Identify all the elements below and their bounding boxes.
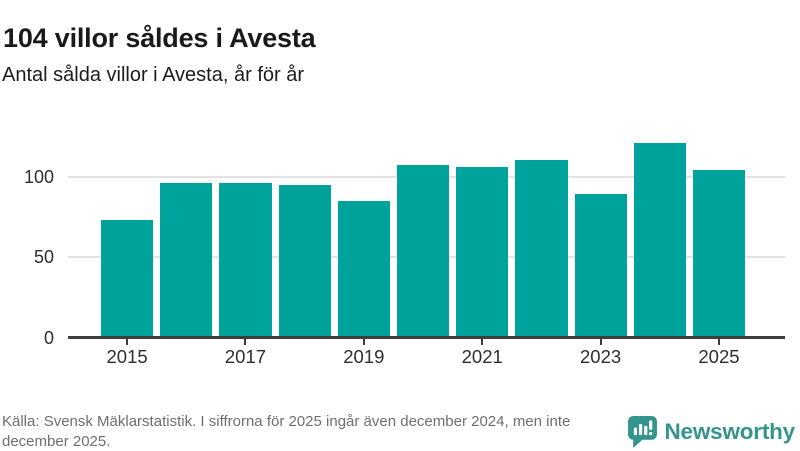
x-tick-label-2023: 2023 — [580, 346, 622, 367]
bar-2017 — [219, 182, 272, 338]
x-tick-2019 — [362, 339, 365, 345]
logo-exclamation-dot — [649, 432, 653, 436]
bar-slot-2025 — [692, 141, 746, 338]
bar-slot-2018 — [278, 141, 331, 338]
bar-slot-2023 — [574, 141, 627, 338]
bar-2019 — [337, 200, 390, 338]
bar-slot-2020 — [396, 141, 450, 338]
x-tick-label-2025: 2025 — [698, 346, 740, 367]
bar-slot-2019 — [337, 141, 390, 338]
x-slot-2017: 2017 — [219, 339, 271, 371]
bar-2016 — [160, 182, 213, 338]
bar-slot-2021 — [456, 141, 509, 338]
newsworthy-wordmark: Newsworthy — [664, 419, 795, 444]
x-tick-label-2017: 2017 — [224, 346, 267, 367]
plot-area — [68, 141, 785, 338]
newsworthy-logo: Newsworthy — [628, 416, 795, 448]
y-tick-label-0: 0 — [43, 328, 54, 348]
bar-slot-2016 — [160, 141, 213, 338]
bar-slot-2022 — [515, 141, 568, 338]
bar-2024 — [633, 142, 686, 338]
bar-2015 — [101, 220, 154, 338]
bar-slot-2015 — [101, 141, 154, 338]
x-slot-2015: 2015 — [101, 339, 153, 371]
logo-bar-short — [634, 427, 638, 436]
logo-bar-tall — [639, 423, 643, 436]
x-slot-2019: 2019 — [338, 339, 390, 371]
x-axis: 2015 2017 2019 2021 2023 2025 — [101, 339, 745, 371]
x-slot-2016 — [160, 339, 212, 371]
x-tick-2015 — [126, 339, 129, 345]
x-tick-2017 — [244, 339, 247, 345]
source-note: Källa: Svensk Mäklarstatistik. I siffror… — [2, 413, 571, 450]
chart-subtitle: Antal sålda villor i Avesta, år för år — [2, 64, 304, 86]
bars-container — [101, 141, 746, 338]
x-axis-line — [68, 336, 785, 339]
newsworthy-logo-icon — [628, 416, 658, 448]
x-tick-label-2015: 2015 — [106, 346, 148, 367]
bar-2020 — [396, 165, 450, 338]
logo-bar-mid — [644, 425, 648, 436]
bar-slot-2024 — [633, 141, 686, 338]
x-slot-2018 — [279, 339, 331, 371]
x-tick-label-2019: 2019 — [343, 346, 385, 367]
bar-2025 — [692, 170, 746, 338]
x-slot-2024 — [634, 339, 686, 371]
x-tick-2025 — [717, 339, 720, 345]
y-tick-label-50: 50 — [33, 247, 54, 268]
bar-2021 — [456, 166, 509, 338]
y-tick-label-100: 100 — [23, 166, 54, 187]
x-slot-2023: 2023 — [575, 339, 627, 371]
bar-2022 — [515, 160, 568, 338]
bar-chart: 0 50 100 2015 2017 2019 2021 2023 2025 — [23, 141, 785, 371]
x-tick-2023 — [599, 339, 602, 345]
bar-2018 — [278, 184, 331, 338]
x-slot-2022 — [515, 339, 567, 371]
x-slot-2025: 2025 — [693, 339, 745, 371]
page-title: 104 villor såldes i Avesta — [3, 23, 316, 54]
x-slot-2021: 2021 — [456, 339, 508, 371]
logo-exclamation-line — [649, 420, 653, 430]
bar-slot-2017 — [219, 141, 272, 338]
x-slot-2020 — [397, 339, 449, 371]
x-tick-2021 — [481, 339, 484, 345]
bar-2023 — [574, 194, 627, 338]
x-tick-label-2021: 2021 — [461, 346, 503, 367]
